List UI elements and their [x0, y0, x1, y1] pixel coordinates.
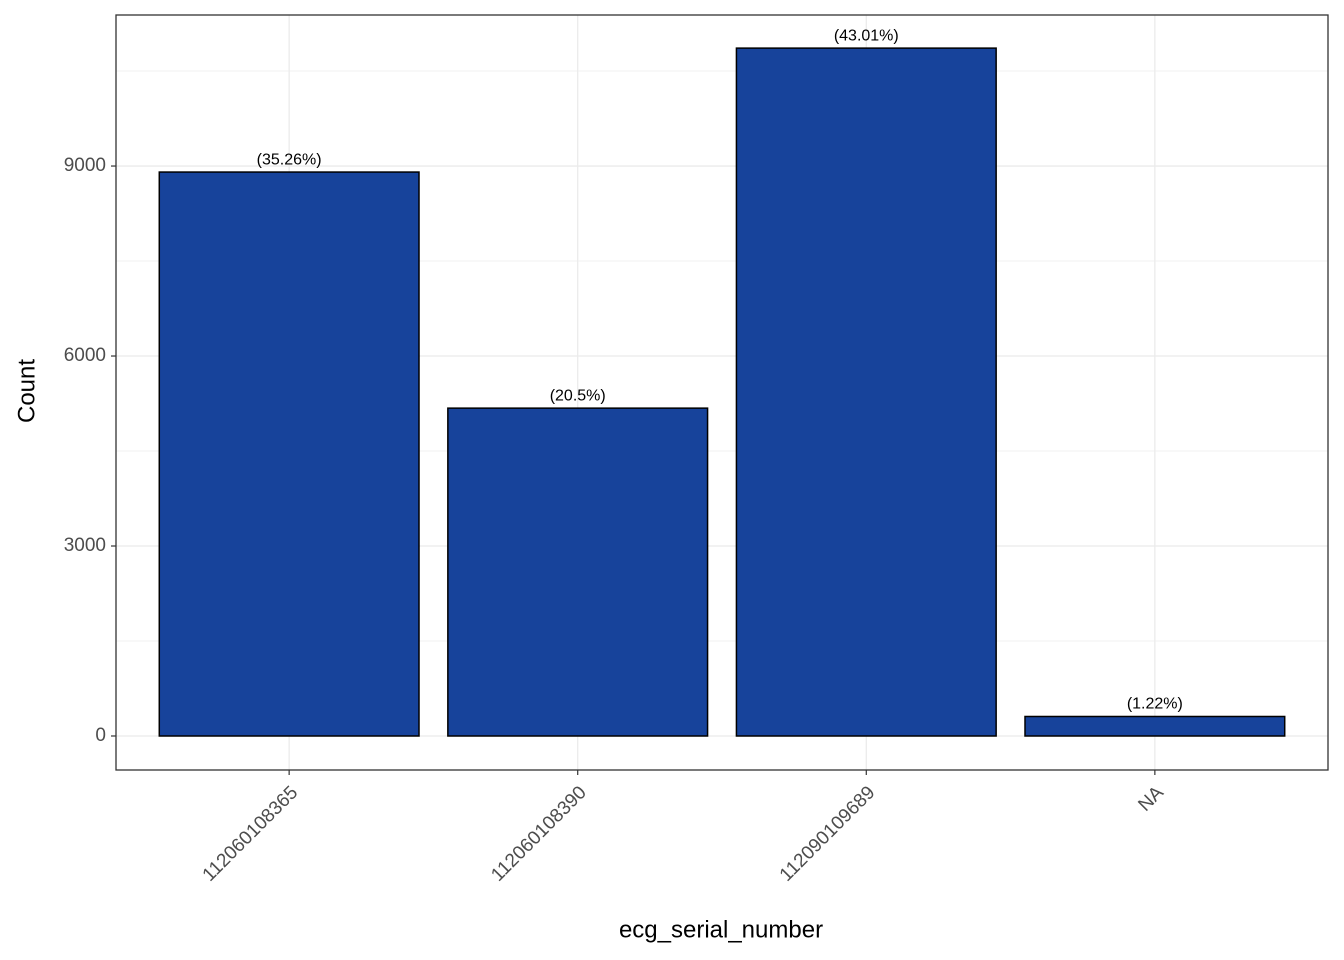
bar	[158, 171, 420, 737]
x-axis-title: ecg_serial_number	[619, 916, 823, 943]
x-tick-label: NA	[1134, 782, 1168, 816]
data-label: (20.5%)	[550, 387, 606, 404]
data-label: (35.26%)	[257, 151, 322, 168]
y-tick-label: 3000	[64, 535, 106, 556]
x-tick-label: 112060108365	[199, 782, 303, 886]
bar	[447, 407, 709, 737]
bar	[1024, 715, 1286, 737]
data-label: (1.22%)	[1127, 696, 1183, 713]
y-axis-title: Count	[13, 359, 40, 423]
bar	[735, 47, 997, 737]
data-label: (43.01%)	[834, 27, 899, 44]
y-tick-label: 9000	[64, 155, 106, 176]
x-tick-label: 112060108390	[487, 782, 591, 886]
x-tick-label: 112090109689	[776, 782, 880, 886]
y-tick-label: 0	[95, 725, 106, 746]
panel-border	[115, 14, 1329, 771]
y-tick-label: 6000	[64, 345, 106, 366]
